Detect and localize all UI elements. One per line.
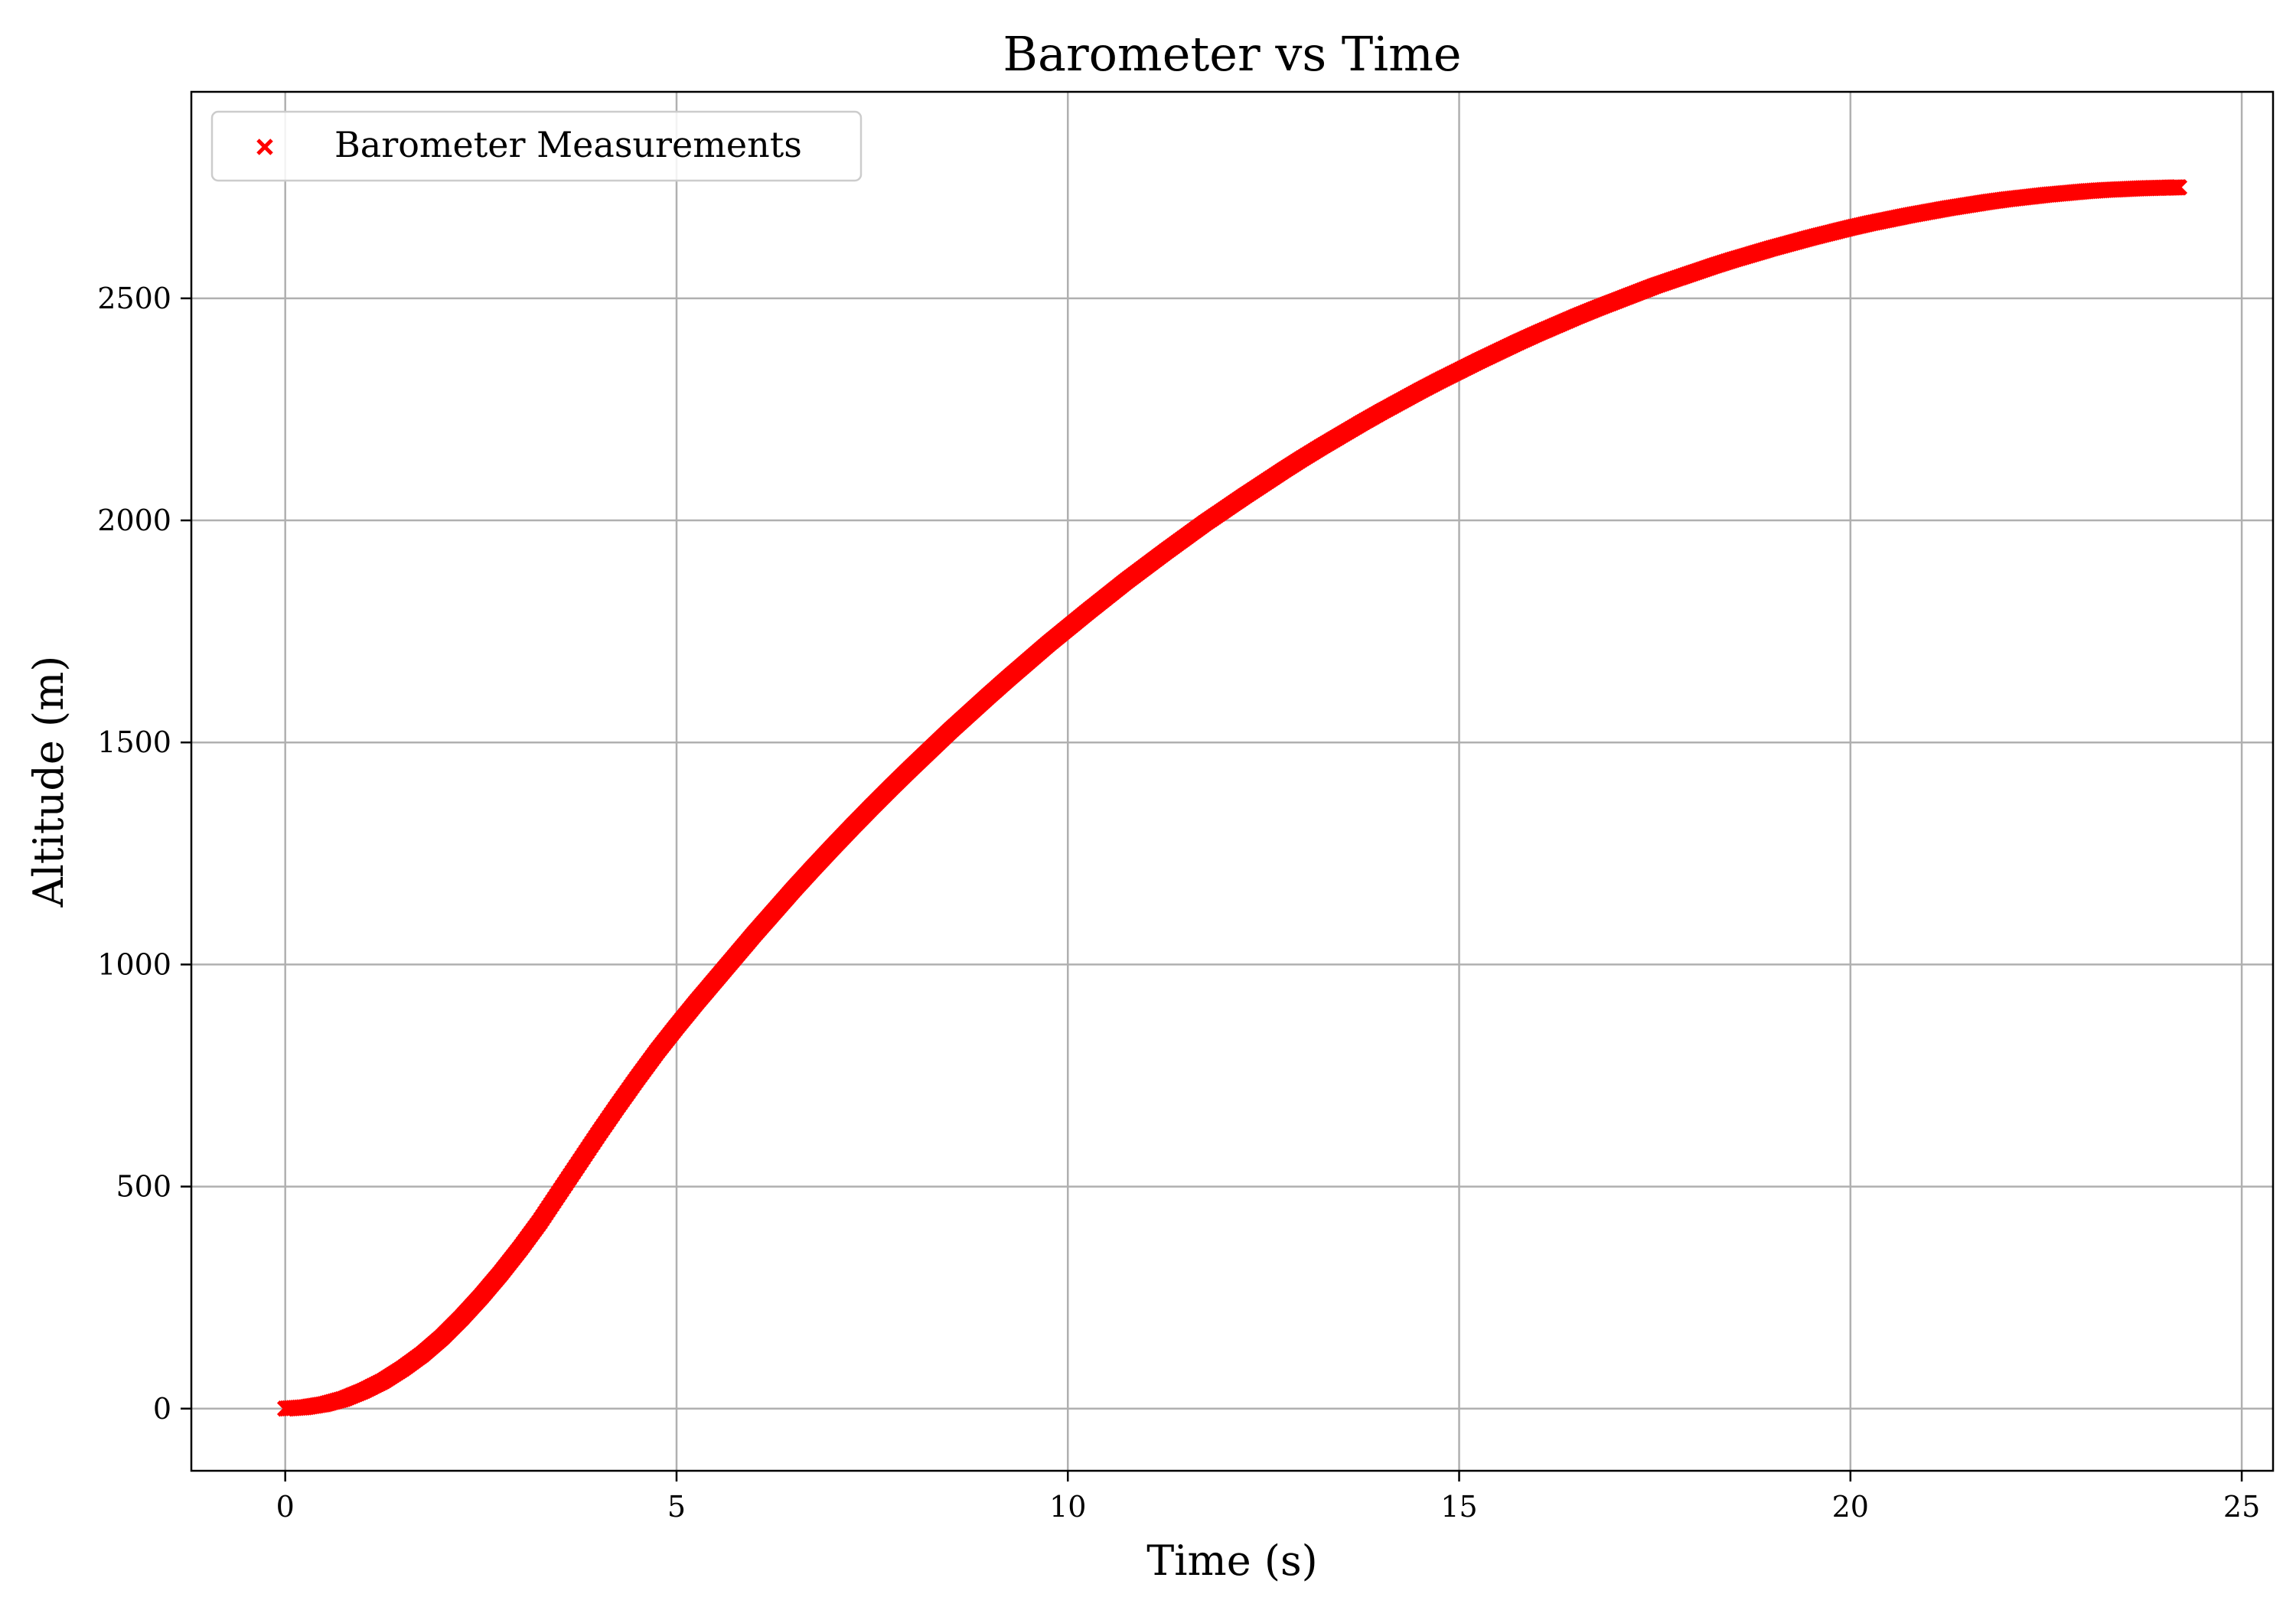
y-tick-label: 2500: [97, 282, 171, 315]
x-tick-label: 25: [2223, 1490, 2260, 1524]
data-point: [2170, 179, 2188, 196]
y-tick-label: 1500: [97, 725, 171, 759]
legend-label: Barometer Measurements: [334, 124, 802, 165]
legend-marker-x-icon: [256, 139, 273, 155]
x-tick-label: 5: [667, 1490, 686, 1524]
chart-title: Barometer vs Time: [1003, 26, 1461, 82]
x-axis-label: Time (s): [1146, 1537, 1317, 1585]
x-tick-label: 0: [276, 1490, 295, 1524]
legend-box: [210, 110, 863, 182]
y-axis-label: Altitude (m): [24, 656, 73, 908]
x-tick-label: 15: [1440, 1490, 1477, 1524]
data-points: [276, 179, 2188, 1417]
y-tick-label: 500: [116, 1170, 171, 1204]
y-tick-label: 0: [153, 1392, 171, 1426]
x-tick-label: 10: [1049, 1490, 1086, 1524]
y-tick-label: 1000: [97, 947, 171, 981]
plot-frame: [190, 90, 2275, 1472]
grid: [191, 92, 2273, 1471]
axis-ticks: 0 5 10 15 20 25 0 500 1000 1500 2000 2500: [97, 282, 2260, 1524]
x-tick-label: 20: [1832, 1490, 1869, 1524]
legend: Barometer Measurements: [210, 110, 863, 182]
y-tick-label: 2000: [97, 504, 171, 537]
